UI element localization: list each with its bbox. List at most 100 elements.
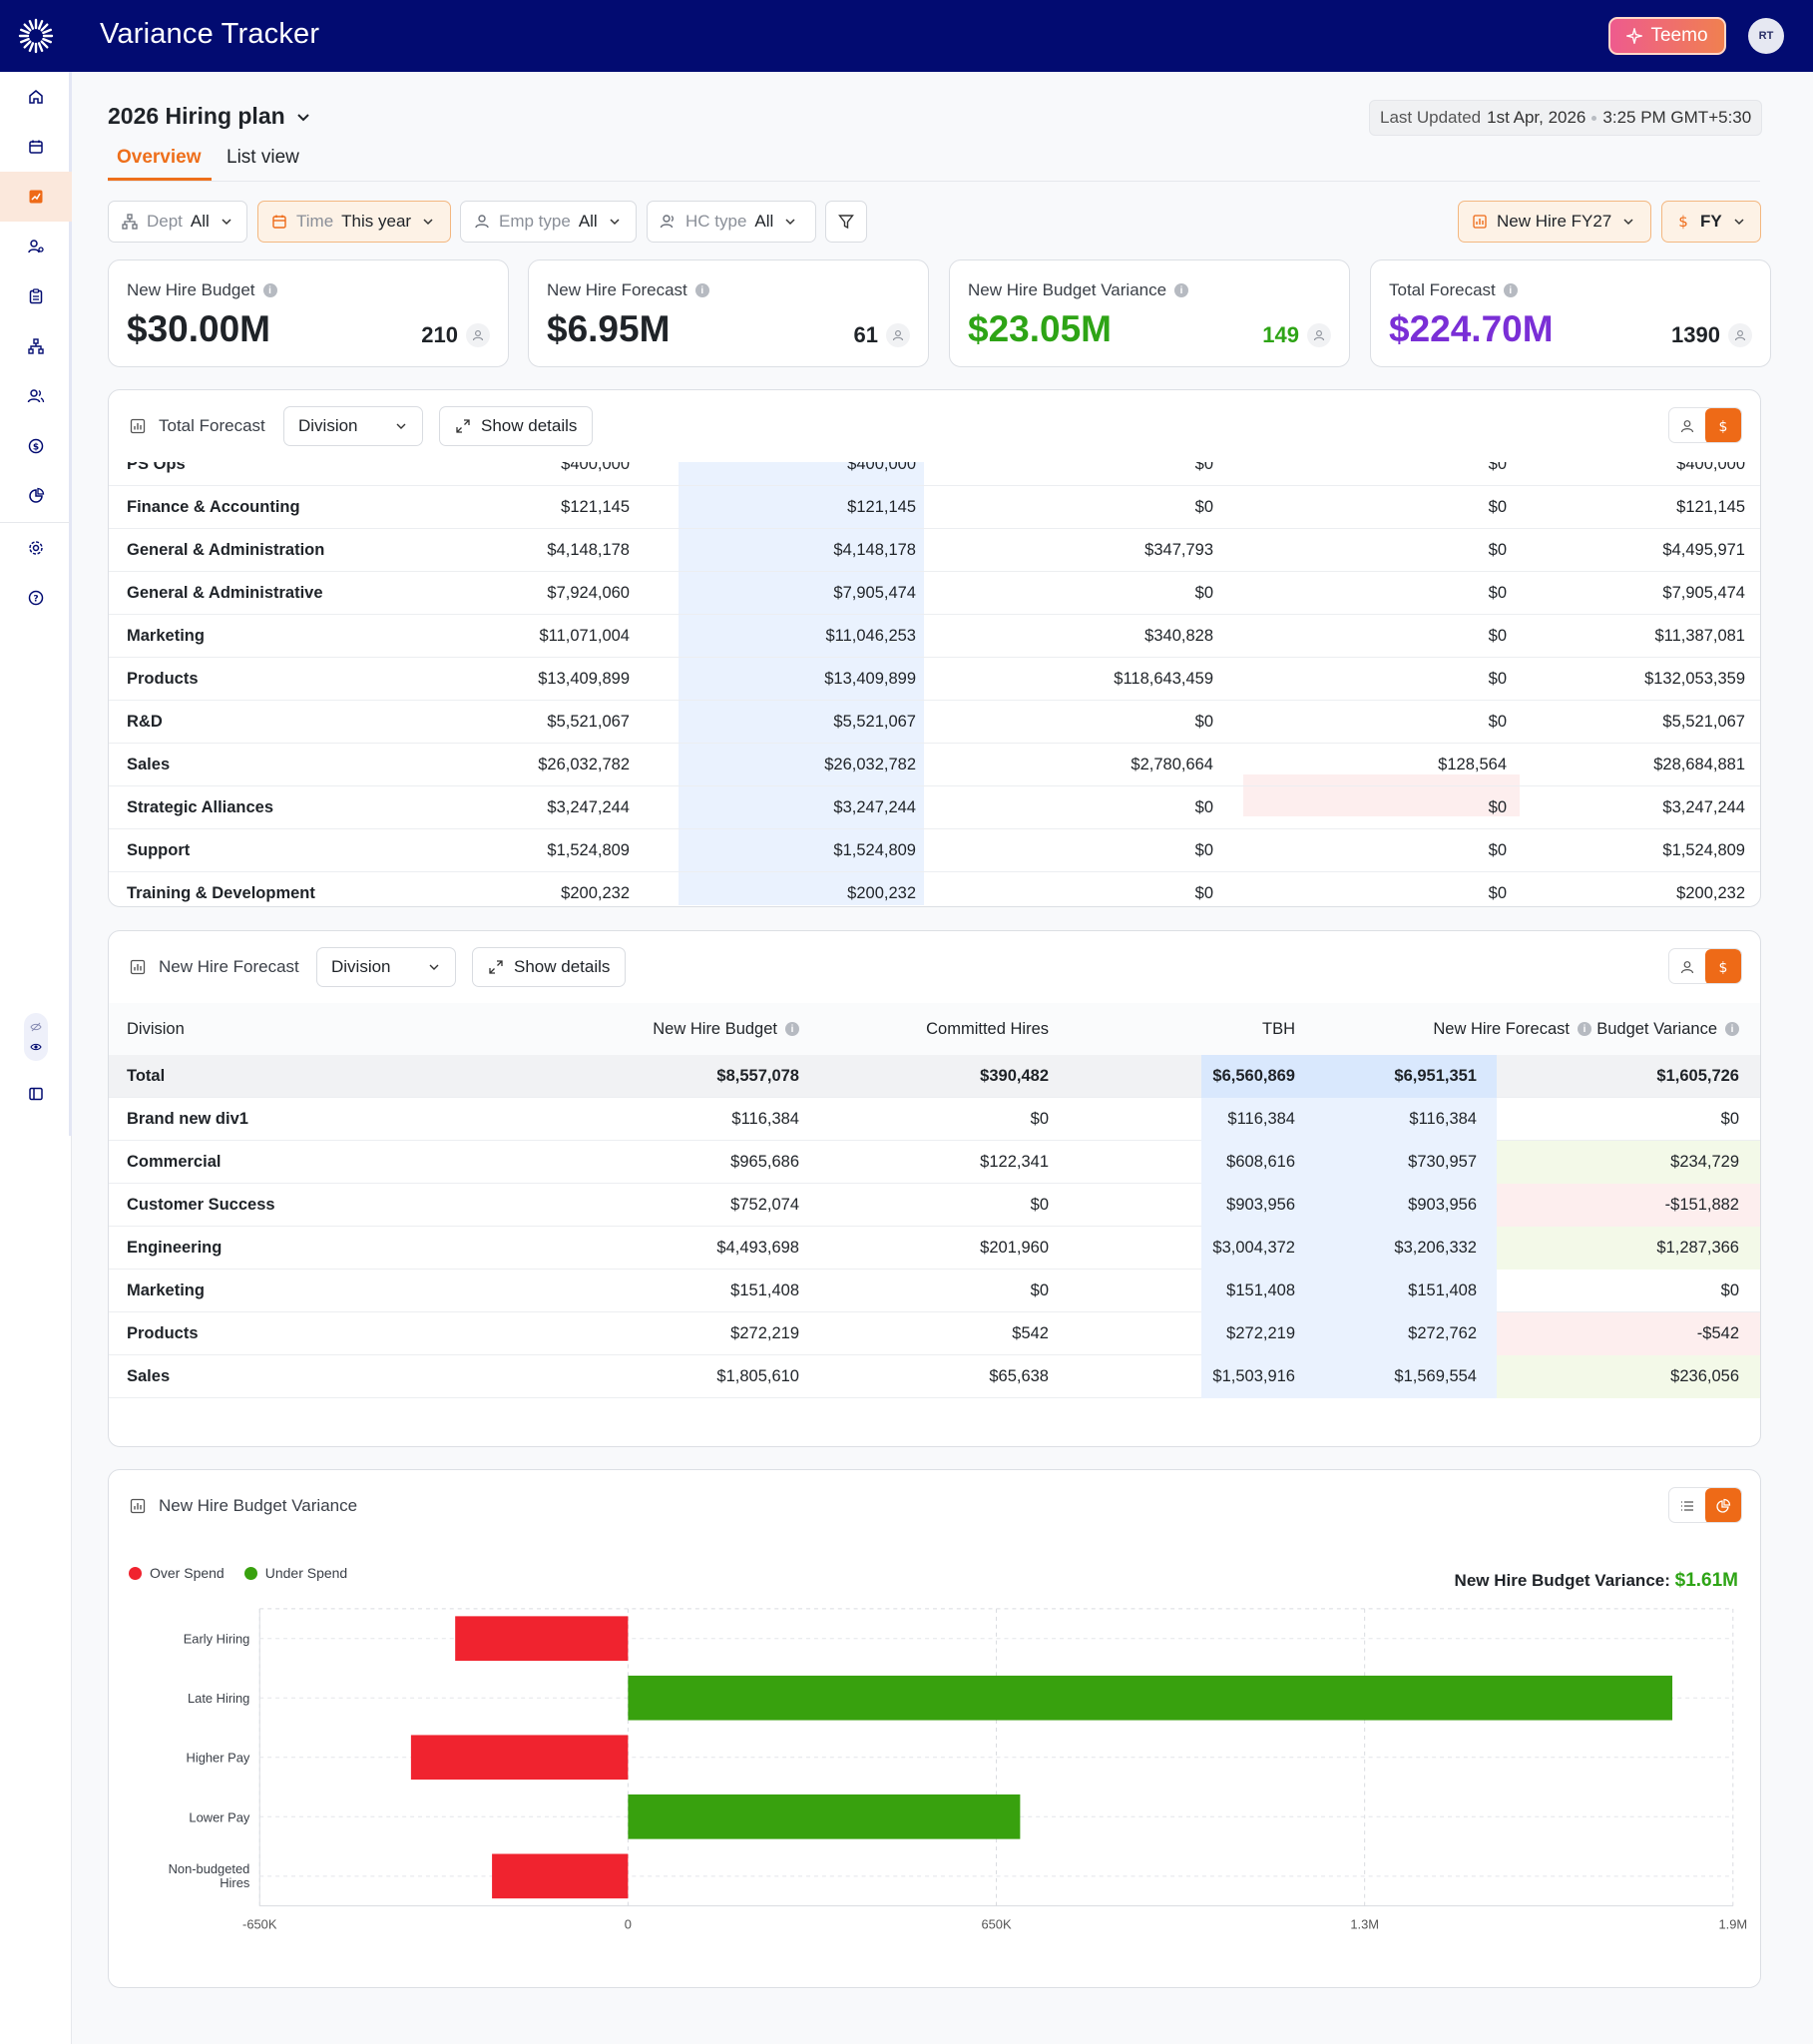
table-row[interactable]: Training & Development $200,232 $200,232 $0…: [109, 872, 1760, 905]
list-view-button[interactable]: [1669, 1488, 1705, 1522]
kpi-label: Total Forecast i: [1389, 280, 1518, 300]
table-row[interactable]: Support $1,524,809 $1,524,809 $0 $0 $1,524,80…: [109, 829, 1760, 872]
legend-item-under-spend[interactable]: Under Spend: [243, 1565, 347, 1581]
variance-positive-highlight: [1497, 1141, 1760, 1184]
user-avatar[interactable]: RT: [1748, 18, 1784, 54]
kpi-value: $23.05M: [968, 308, 1112, 349]
cost-mode-button[interactable]: $: [1705, 408, 1741, 442]
app-logo-icon[interactable]: [16, 16, 56, 56]
kpi-card-new-hire-budget-variance[interactable]: New Hire Budget Variance i $23.05M 149: [949, 259, 1350, 367]
sidebar-item-people-settings[interactable]: [0, 222, 72, 271]
column-header-committed-hires[interactable]: Committed Hires: [926, 1019, 1049, 1038]
value-cell: $400,000: [561, 462, 630, 473]
plan-selector[interactable]: 2026 Hiring plan: [108, 103, 311, 130]
teemo-assistant-button[interactable]: Teemo: [1608, 17, 1726, 55]
table-row[interactable]: Sales $26,032,782 $26,032,782 $2,780,664 $12…: [109, 744, 1760, 786]
table-row[interactable]: R&D $5,521,067 $5,521,067 $0 $0 $5,521,067: [109, 701, 1760, 744]
scenario-selector[interactable]: New Hire FY27: [1458, 201, 1651, 243]
table-row[interactable]: Engineering $4,493,698 $201,960 $3,004,372 $…: [109, 1227, 1760, 1270]
kpi-card-total-forecast[interactable]: Total Forecast i $224.70M 1390: [1370, 259, 1771, 367]
value-cell: $272,219: [730, 1324, 799, 1342]
legend-item-over-spend[interactable]: Over Spend: [129, 1565, 225, 1581]
group-by-select[interactable]: Division: [316, 947, 456, 987]
column-header-budget-variance[interactable]: Budget Variance i: [1595, 1003, 1739, 1055]
column-header-division[interactable]: Division: [127, 1019, 185, 1038]
table-row[interactable]: Commercial $965,686 $122,341 $608,616 $730,9…: [109, 1141, 1760, 1184]
value-cell: $3,004,372: [1212, 1239, 1295, 1257]
value-cell: $1,503,916: [1212, 1367, 1295, 1385]
expand-icon: [456, 419, 470, 433]
visibility-toggle[interactable]: [24, 1013, 48, 1061]
y-tick-label: Higher Pay: [187, 1751, 250, 1766]
chart-view-toggle[interactable]: [1668, 1487, 1742, 1523]
app-title: Variance Tracker: [100, 18, 320, 50]
expand-icon: [489, 960, 503, 974]
info-icon[interactable]: i: [262, 283, 277, 297]
time-filter[interactable]: Time This year: [257, 201, 451, 243]
column-header-new-hire-budget[interactable]: New Hire Budget i: [408, 1003, 799, 1055]
sidebar-item-reports[interactable]: [0, 271, 72, 321]
sidebar-item-help[interactable]: ?: [0, 573, 72, 623]
cost-mode-button[interactable]: $: [1705, 949, 1741, 983]
sidebar-item-org-chart[interactable]: [0, 321, 72, 371]
period-selector[interactable]: $ FY: [1661, 201, 1761, 243]
sidebar-item-compensation[interactable]: $: [0, 421, 72, 471]
value-cell: $5,521,067: [547, 713, 630, 731]
hc-type-filter[interactable]: HC type All: [647, 201, 816, 243]
table-row[interactable]: Strategic Alliances $3,247,244 $3,247,244 $…: [109, 786, 1760, 829]
emp-type-filter[interactable]: Emp type All: [460, 201, 637, 243]
sidebar-item-variance-tracker[interactable]: [0, 172, 72, 222]
info-icon[interactable]: i: [785, 1022, 799, 1036]
info-icon[interactable]: i: [1174, 283, 1189, 297]
table-row[interactable]: Products $13,409,899 $13,409,899 $118,643,4…: [109, 658, 1760, 701]
table-row[interactable]: Sales $1,805,610 $65,638 $1,503,916 $1,569,5…: [109, 1355, 1760, 1398]
view-mode-toggle[interactable]: $: [1668, 407, 1742, 443]
table-row[interactable]: Brand new div1 $116,384 $0 $116,384 $116,384…: [109, 1098, 1760, 1141]
kpi-card-new-hire-budget[interactable]: New Hire Budget i $30.00M 210: [108, 259, 509, 367]
column-header-label: New Hire Budget: [653, 1019, 777, 1038]
value-cell: $132,053,359: [1644, 670, 1745, 688]
person-icon: [466, 323, 490, 347]
table-row[interactable]: General & Administrative $7,924,060 $7,905…: [109, 572, 1760, 615]
sidebar-item-settings[interactable]: [0, 523, 72, 573]
value-cell: $0: [1488, 713, 1507, 731]
tab-list-view[interactable]: List view: [227, 147, 299, 168]
column-header-label: Budget Variance: [1596, 1019, 1717, 1038]
value-cell: $0: [1488, 798, 1507, 816]
info-icon[interactable]: i: [1503, 283, 1518, 297]
value-cell: $3,247,244: [833, 798, 916, 816]
tab-overview[interactable]: Overview: [117, 147, 202, 168]
show-details-button[interactable]: Show details: [472, 947, 627, 987]
sparkle-icon: [1626, 28, 1643, 44]
view-mode-toggle[interactable]: $: [1668, 948, 1742, 984]
sidebar-item-home[interactable]: [0, 72, 72, 122]
show-details-button[interactable]: Show details: [439, 406, 594, 446]
table-row[interactable]: Products $272,219 $542 $272,219 $272,762 -$54…: [109, 1312, 1760, 1355]
info-icon[interactable]: i: [694, 283, 709, 297]
sidebar-item-calendar[interactable]: [0, 122, 72, 172]
group-by-select[interactable]: Division: [283, 406, 423, 446]
total-row[interactable]: Total $8,557,078 $390,482 $6,560,869 $6,951,…: [109, 1055, 1760, 1098]
legend-swatch: [129, 1566, 142, 1580]
table-row[interactable]: Marketing $151,408 $0 $151,408 $151,408 $0: [109, 1270, 1760, 1312]
sidebar-item-team[interactable]: [0, 371, 72, 421]
column-header-tbh[interactable]: TBH: [1262, 1019, 1295, 1038]
table-row[interactable]: Customer Success $752,074 $0 $903,956 $903,9…: [109, 1184, 1760, 1227]
value-cell: $272,762: [1408, 1324, 1477, 1342]
sidebar-collapse-toggle[interactable]: [0, 1069, 72, 1119]
dept-filter[interactable]: Dept All: [108, 201, 247, 243]
headcount-mode-button[interactable]: [1669, 949, 1705, 983]
table-row[interactable]: General & Administration $4,148,178 $4,148…: [109, 529, 1760, 572]
forecast-cell-highlight: [1201, 1098, 1497, 1141]
sidebar-item-analytics[interactable]: [0, 471, 72, 521]
more-filters-button[interactable]: [825, 201, 867, 243]
table-row[interactable]: Marketing $11,071,004 $11,046,253 $340,828 $…: [109, 615, 1760, 658]
kpi-card-new-hire-forecast[interactable]: New Hire Forecast i $6.95M 61: [528, 259, 929, 367]
info-icon[interactable]: i: [1578, 1022, 1591, 1036]
headcount-mode-button[interactable]: [1669, 408, 1705, 442]
info-icon[interactable]: i: [1725, 1022, 1739, 1036]
chart-view-button[interactable]: [1705, 1488, 1741, 1522]
column-header-new-hire-forecast[interactable]: New Hire Forecast i: [1316, 1003, 1591, 1055]
table-row[interactable]: PS Ops $400,000 $400,000 $0 $0 $400,000: [109, 462, 1760, 486]
table-row[interactable]: Finance & Accounting $121,145 $121,145 $0 $0…: [109, 486, 1760, 529]
